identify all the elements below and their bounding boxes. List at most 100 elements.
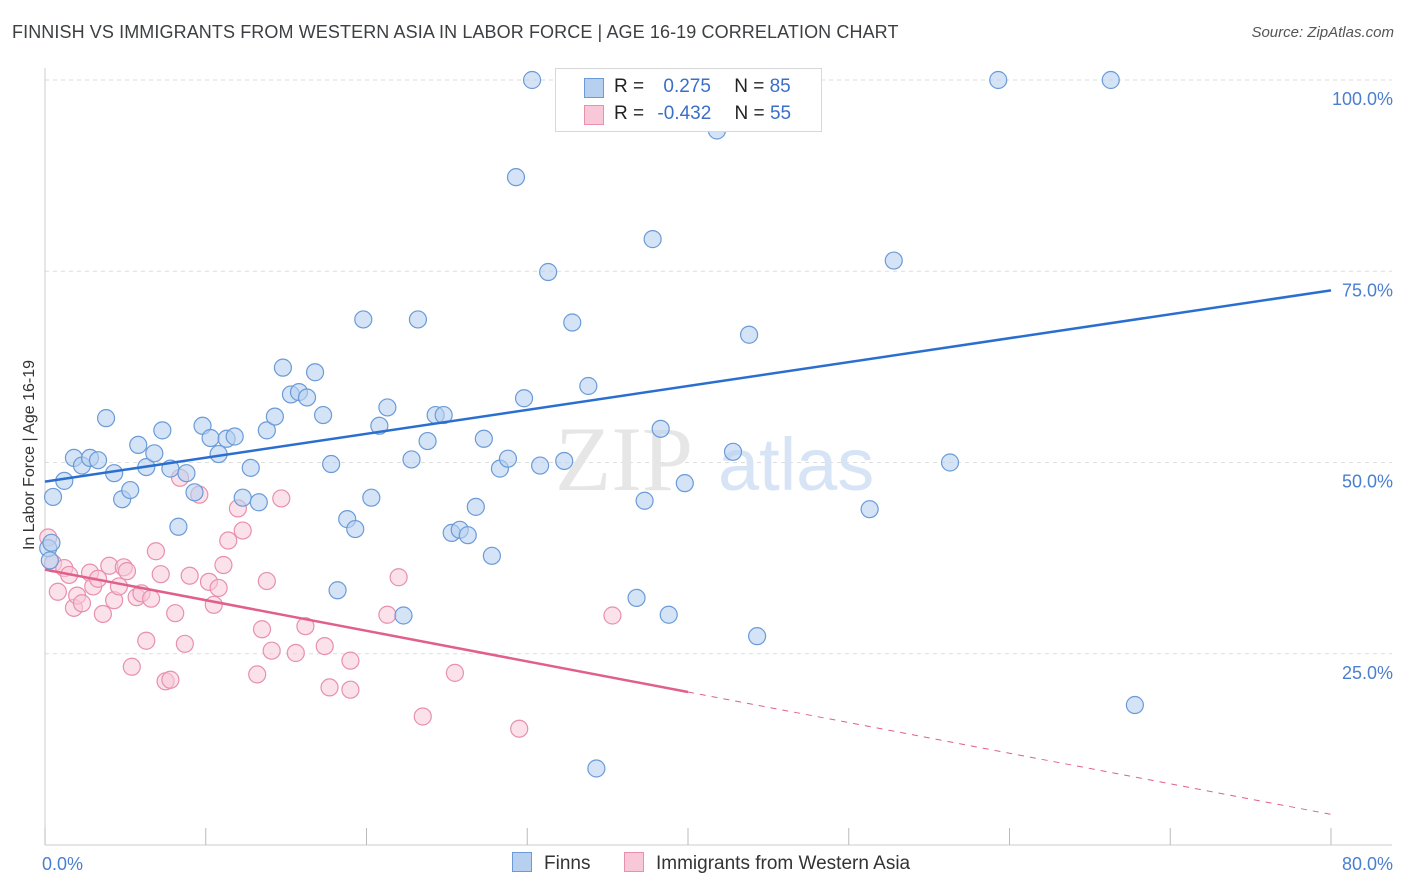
- finns-point: [482, 546, 501, 565]
- immigrants-r-value: -0.432: [657, 103, 712, 124]
- immigrants-n-label: N =: [734, 103, 765, 124]
- finns-point: [233, 488, 252, 507]
- immigrants-point: [219, 531, 238, 550]
- immigrants-point: [204, 595, 223, 614]
- immigrants-point: [413, 707, 432, 726]
- finns-point: [257, 421, 276, 440]
- immigrants-point: [510, 719, 529, 738]
- finns-point: [402, 450, 421, 469]
- watermark-zip: ZIP: [555, 408, 693, 510]
- finns-point: [378, 398, 397, 417]
- bottom-legend-finns: Finns: [512, 852, 590, 875]
- immigrants-point: [166, 604, 185, 623]
- finns-point: [940, 453, 960, 472]
- finns-point: [498, 449, 518, 468]
- y-tick-label-2: 75.0%: [1342, 280, 1393, 300]
- finns-point: [408, 310, 428, 329]
- finns-point: [884, 251, 903, 270]
- finns-point: [458, 526, 477, 545]
- finns-point: [121, 480, 140, 500]
- immigrants-point: [72, 594, 92, 613]
- finns-point: [96, 409, 116, 428]
- finns-point: [539, 262, 558, 282]
- immigrants-point: [248, 665, 267, 684]
- immigrants-swatch: [584, 105, 604, 125]
- immigrants-point: [378, 605, 397, 624]
- immigrants-point: [48, 582, 67, 601]
- immigrants-point: [389, 568, 408, 587]
- finns-point: [265, 407, 284, 426]
- watermark-atlas: atlas: [718, 423, 874, 506]
- finns-point: [587, 759, 606, 778]
- finns-point: [531, 456, 550, 475]
- finns-point: [362, 488, 381, 507]
- finns-point: [346, 519, 365, 539]
- tick-labels: 25.0% 50.0% 75.0% 100.0% 0.0% 80.0%: [42, 89, 1393, 874]
- series-immigrants-points: [39, 468, 622, 738]
- finns-point: [305, 363, 325, 382]
- immigrants-point: [341, 651, 360, 670]
- bottom-legend-immigrants: Immigrants from Western Asia: [624, 852, 910, 875]
- immigrants-point: [117, 562, 137, 581]
- finns-point: [563, 313, 582, 332]
- finns-point: [153, 421, 172, 440]
- immigrants-point: [262, 641, 281, 660]
- immigrants-point: [122, 657, 141, 676]
- finns-point: [474, 429, 493, 448]
- watermark: ZIP atlas: [555, 408, 874, 510]
- immigrants-trend-extension: [687, 691, 1332, 815]
- bottom-finns-swatch: [512, 852, 532, 872]
- finns-point: [43, 487, 63, 507]
- y-tick-label-3: 100.0%: [1332, 89, 1393, 109]
- immigrants-point: [603, 606, 622, 625]
- finns-point: [394, 606, 413, 625]
- finns-point: [40, 551, 59, 570]
- finns-point: [88, 451, 108, 470]
- source-label: Source: ZipAtlas.com: [1251, 24, 1394, 41]
- finns-point: [748, 627, 767, 646]
- finns-point: [739, 325, 759, 344]
- finns-r-label: R =: [614, 76, 645, 97]
- finns-point: [354, 310, 373, 329]
- finns-point: [241, 458, 260, 477]
- finns-point: [635, 491, 654, 510]
- immigrants-point: [252, 620, 272, 639]
- finns-point: [651, 419, 670, 438]
- finns-point: [514, 389, 534, 408]
- finns-point: [989, 70, 1008, 90]
- finns-point: [273, 358, 293, 377]
- immigrants-point: [341, 680, 360, 699]
- immigrants-point: [272, 489, 291, 508]
- immigrants-point: [445, 663, 465, 682]
- immigrants-point: [315, 636, 334, 656]
- immigrants-point: [137, 631, 156, 650]
- immigrants-point: [161, 670, 180, 689]
- immigrants-point: [146, 542, 166, 561]
- finns-point: [643, 230, 662, 249]
- finns-swatch: [584, 78, 604, 98]
- finns-point: [1101, 70, 1120, 90]
- x-tick-label-1: 80.0%: [1342, 854, 1393, 874]
- finns-point: [328, 581, 347, 600]
- finns-point: [555, 451, 574, 471]
- stats-legend: R = 0.275 N = 85 R = -0.432 N = 55: [555, 68, 822, 132]
- finns-r-value: 0.275: [663, 76, 711, 97]
- finns-point: [506, 168, 526, 187]
- immigrants-point: [286, 643, 305, 663]
- immigrants-point: [141, 589, 161, 608]
- chart-title: FINNISH VS IMMIGRANTS FROM WESTERN ASIA …: [12, 22, 899, 42]
- finns-point: [177, 464, 196, 483]
- finns-point: [145, 444, 164, 463]
- series-finns-points: [39, 70, 1144, 778]
- finns-point: [129, 435, 148, 455]
- finns-point: [466, 497, 485, 516]
- finns-point: [42, 533, 61, 552]
- finns-point: [522, 70, 542, 90]
- immigrants-point: [151, 565, 170, 584]
- immigrants-point: [296, 617, 315, 636]
- immigrants-point: [180, 566, 199, 585]
- immigrants-point: [175, 634, 194, 653]
- finns-point: [723, 442, 743, 461]
- finns-n-label: N =: [734, 76, 765, 97]
